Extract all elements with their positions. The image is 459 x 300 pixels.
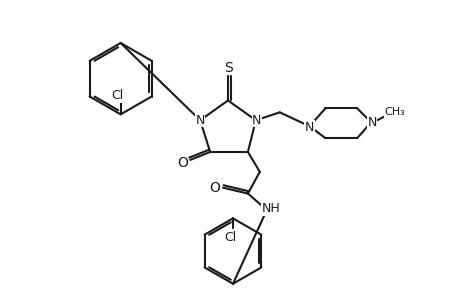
- Text: N: N: [195, 114, 204, 127]
- Text: Cl: Cl: [224, 231, 235, 244]
- Text: O: O: [176, 156, 187, 170]
- Text: NH: NH: [261, 202, 280, 215]
- Text: N: N: [304, 121, 313, 134]
- Text: CH₃: CH₃: [384, 107, 404, 117]
- Text: O: O: [209, 181, 220, 195]
- Text: N: N: [252, 114, 261, 127]
- Text: N: N: [367, 116, 376, 129]
- Text: Cl: Cl: [112, 89, 123, 102]
- Text: S: S: [223, 61, 232, 75]
